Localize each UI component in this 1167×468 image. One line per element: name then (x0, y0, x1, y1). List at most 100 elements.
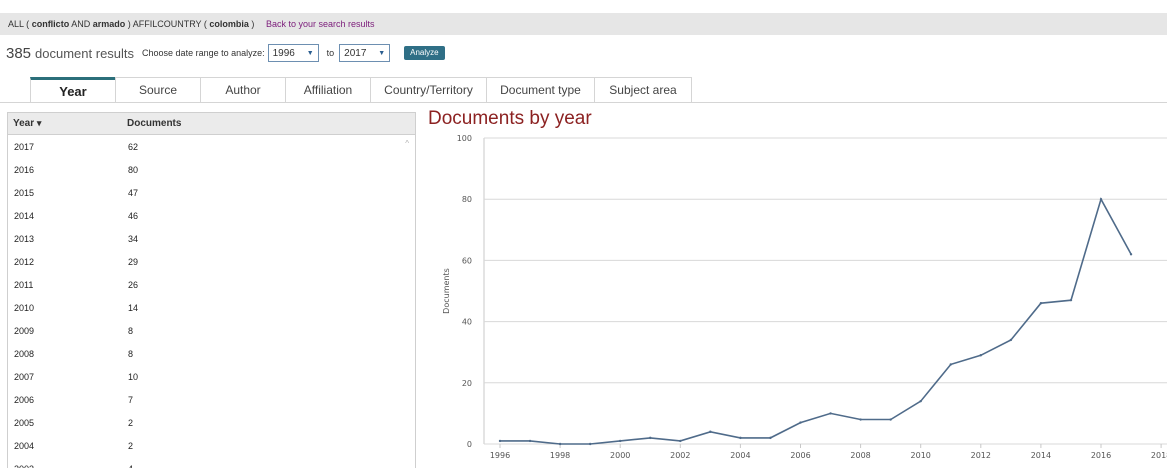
year-cell: 2010 (14, 302, 35, 313)
documents-column-header[interactable]: Documents (127, 118, 182, 129)
to-year-select[interactable]: 2017 ▼ (339, 44, 391, 62)
data-point (979, 354, 982, 357)
year-cell: 2007 (14, 371, 35, 382)
year-cell: 2004 (14, 440, 35, 451)
year-cell: 2012 (14, 256, 35, 267)
data-point (528, 439, 532, 443)
documents-cell: 80 (128, 164, 139, 175)
x-tick-label: 2000 (610, 451, 630, 460)
tab-author[interactable]: Author (200, 77, 286, 102)
data-point (919, 399, 922, 403)
year-cell: 2015 (14, 187, 35, 198)
results-header: 385 document results Choose date range t… (6, 42, 445, 64)
table-row: 2012 29 (8, 250, 415, 273)
x-tick-label: 2010 (911, 451, 931, 460)
year-cell: 2005 (14, 417, 35, 428)
data-point (1039, 302, 1043, 305)
result-count: 385 (6, 44, 32, 62)
tab-label: Subject area (609, 83, 677, 97)
documents-cell: 10 (128, 371, 139, 382)
data-point (1069, 298, 1073, 302)
dropdown-arrow-icon: ▼ (306, 49, 314, 57)
back-to-results-link[interactable]: Back to your search results (265, 19, 375, 29)
tab-label: Author (225, 83, 261, 97)
data-point (889, 418, 892, 421)
year-cell: 2017 (14, 141, 35, 152)
date-range-label: Choose date range to analyze: (142, 48, 265, 58)
documents-cell: 62 (128, 141, 139, 152)
data-point (829, 412, 832, 415)
documents-cell: 14 (128, 302, 139, 313)
tab-label: Country/Territory (384, 83, 473, 97)
data-point (498, 439, 502, 443)
tab-country-territory[interactable]: Country/Territory (370, 77, 487, 102)
data-point (709, 430, 712, 433)
tab-year[interactable]: Year (30, 77, 116, 102)
tab-affiliation[interactable]: Affiliation (285, 77, 371, 102)
table-row: 2006 7 (8, 388, 415, 411)
analyze-button[interactable]: Analyze (404, 46, 445, 60)
documents-cell: 4 (124, 464, 133, 468)
table-row: 2010 14 (8, 296, 415, 319)
tab-subject-area[interactable]: Subject area (594, 77, 692, 102)
x-tick-label: 2016 (1091, 451, 1111, 460)
documents-cell: 46 (128, 210, 139, 221)
x-tick-label: 2012 (971, 451, 991, 460)
documents-cell: 2 (128, 417, 134, 428)
x-tick-label: 2004 (730, 451, 750, 460)
documents-cell: 8 (128, 325, 134, 336)
y-tick-label: 0 (467, 440, 472, 449)
documents-cell: 26 (128, 279, 139, 290)
from-year-select[interactable]: 1996 ▼ (267, 44, 319, 62)
data-point (588, 442, 592, 446)
analysis-tabs: Year Source Author Affiliation Country/T… (30, 77, 692, 102)
year-cell: 2009 (14, 325, 35, 336)
x-tick-label: 2008 (850, 451, 870, 460)
series-line (500, 197, 1132, 445)
documents-by-year-chart: 0 20 40 60 80 100 1996 1998 2000 2002 2004 2006 2008… (442, 134, 1167, 460)
table-row: 2013 34 (8, 227, 415, 250)
year-cell: 2016 (14, 164, 35, 175)
x-tick-label: 1996 (490, 451, 510, 460)
tab-source[interactable]: Source (115, 77, 201, 102)
x-tick-label: 2002 (670, 451, 690, 460)
tab-label: Affiliation (303, 83, 353, 97)
data-point (558, 442, 562, 446)
year-cell: 2011 (14, 279, 34, 290)
table-row: 2007 10 (8, 365, 415, 388)
year-cell: 2008 (14, 348, 35, 359)
data-point (799, 421, 802, 424)
y-tick-label: 40 (462, 318, 472, 327)
x-tick-label: 2018 (1151, 451, 1167, 460)
scroll-up-icon[interactable]: ^ (405, 139, 409, 148)
data-point (679, 439, 682, 443)
year-column-header[interactable]: Year ▾ (8, 118, 124, 129)
table-row: 2015 47 (8, 181, 415, 204)
result-count-label: document results (35, 45, 135, 61)
year-cell: 2014 (14, 210, 35, 221)
data-point (1009, 338, 1013, 342)
documents-cell: 8 (128, 348, 134, 359)
year-cell: 2003 (8, 464, 124, 468)
data-point (1099, 198, 1103, 201)
table-row: 2016 80 (8, 158, 415, 181)
data-point (949, 363, 952, 366)
x-tick-label: 2006 (790, 451, 810, 460)
table-row: 2008 8 (8, 342, 415, 365)
tab-label: Document type (500, 83, 581, 97)
y-tick-label: 20 (462, 379, 472, 388)
year-cell: 2013 (14, 233, 35, 244)
documents-cell: 2 (128, 440, 134, 451)
year-cell: 2006 (14, 394, 35, 405)
chart-title: Documents by year (428, 108, 592, 129)
from-year-value: 1996 (272, 47, 295, 59)
query-text: ALL ( conflicto AND armado ) AFFILCOUNTR… (8, 19, 255, 29)
documents-cell: 29 (128, 256, 139, 267)
data-point (1129, 253, 1133, 256)
tab-document-type[interactable]: Document type (486, 77, 595, 102)
x-tick-label: 2014 (1031, 451, 1051, 460)
data-point (619, 439, 622, 443)
documents-cell: 7 (128, 394, 134, 405)
table-row: 2011 26 (8, 273, 415, 296)
search-query-bar: ALL ( conflicto AND armado ) AFFILCOUNTR… (0, 13, 1167, 35)
